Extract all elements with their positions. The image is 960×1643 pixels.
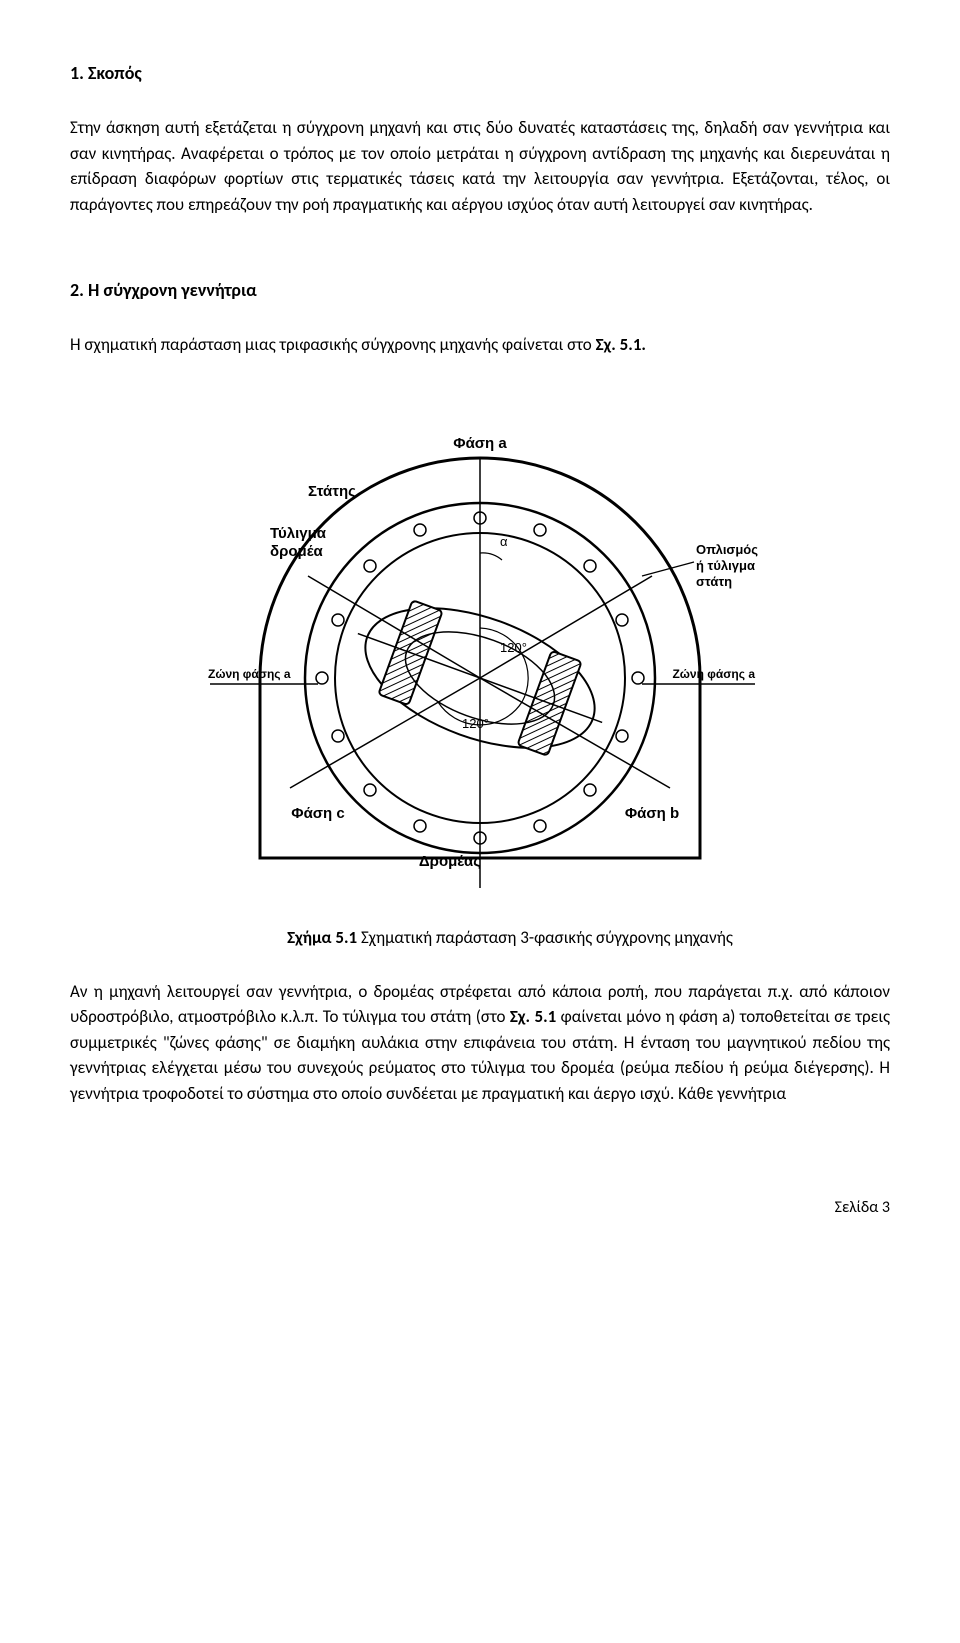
para2-ref: Σχ. 5.1 — [510, 1006, 556, 1027]
section1-heading: 1. Σκοπός — [70, 60, 890, 87]
section2-heading: 2. Η σύγχρονη γεννήτρια — [70, 277, 890, 304]
label-phase-b: Φάση b — [625, 805, 679, 822]
label-angle-1: 120° — [500, 640, 527, 655]
section2-intro-prefix: Η σχηματική παράσταση μιας τριφασικής σύ… — [70, 334, 596, 355]
label-rotor: Δρομέας — [419, 853, 481, 870]
label-slot-1: Οπλισμός — [696, 542, 758, 557]
label-phase-c: Φάση c — [291, 805, 344, 822]
label-winding-1: Τύλιγμα — [270, 525, 327, 542]
label-winding-2: δρομέα — [270, 543, 323, 560]
label-slot-3: στάτη — [696, 574, 732, 589]
label-zone-right: Ζώνη φάσης a — [672, 667, 755, 681]
label-slot-2: ή τύλιγμα — [696, 558, 755, 573]
caption-text: Σχηματική παράσταση 3-φασικής σύγχρονης … — [357, 927, 733, 948]
page-footer: Σελίδα 3 — [70, 1196, 890, 1220]
label-angle-2: 120° — [462, 716, 489, 731]
section1-para1: Στην άσκηση αυτή εξετάζεται η σύγχρονη μ… — [70, 115, 890, 217]
section2-intro: Η σχηματική παράσταση μιας τριφασικής σύ… — [70, 332, 890, 358]
label-alpha: α — [500, 534, 508, 549]
label-phase-a: Φάση a — [453, 435, 507, 452]
label-zone-left: Ζώνη φάσης a — [208, 667, 291, 681]
section2-intro-ref: Σχ. 5.1. — [596, 334, 646, 355]
figure-5-1: Φάση a Στάτης Τύλιγμα δρομέα Οπλισμός ή … — [70, 388, 890, 896]
label-stator: Στάτης — [308, 483, 356, 500]
figure-caption: Σχήμα 5.1 Σχηματική παράσταση 3-φασικής … — [130, 925, 890, 951]
caption-label: Σχήμα 5.1 — [287, 927, 357, 948]
section2-para2: Αν η μηχανή λειτουργεί σαν γεννήτρια, ο … — [70, 979, 890, 1107]
synchronous-machine-diagram: Φάση a Στάτης Τύλιγμα δρομέα Οπλισμός ή … — [200, 388, 760, 888]
